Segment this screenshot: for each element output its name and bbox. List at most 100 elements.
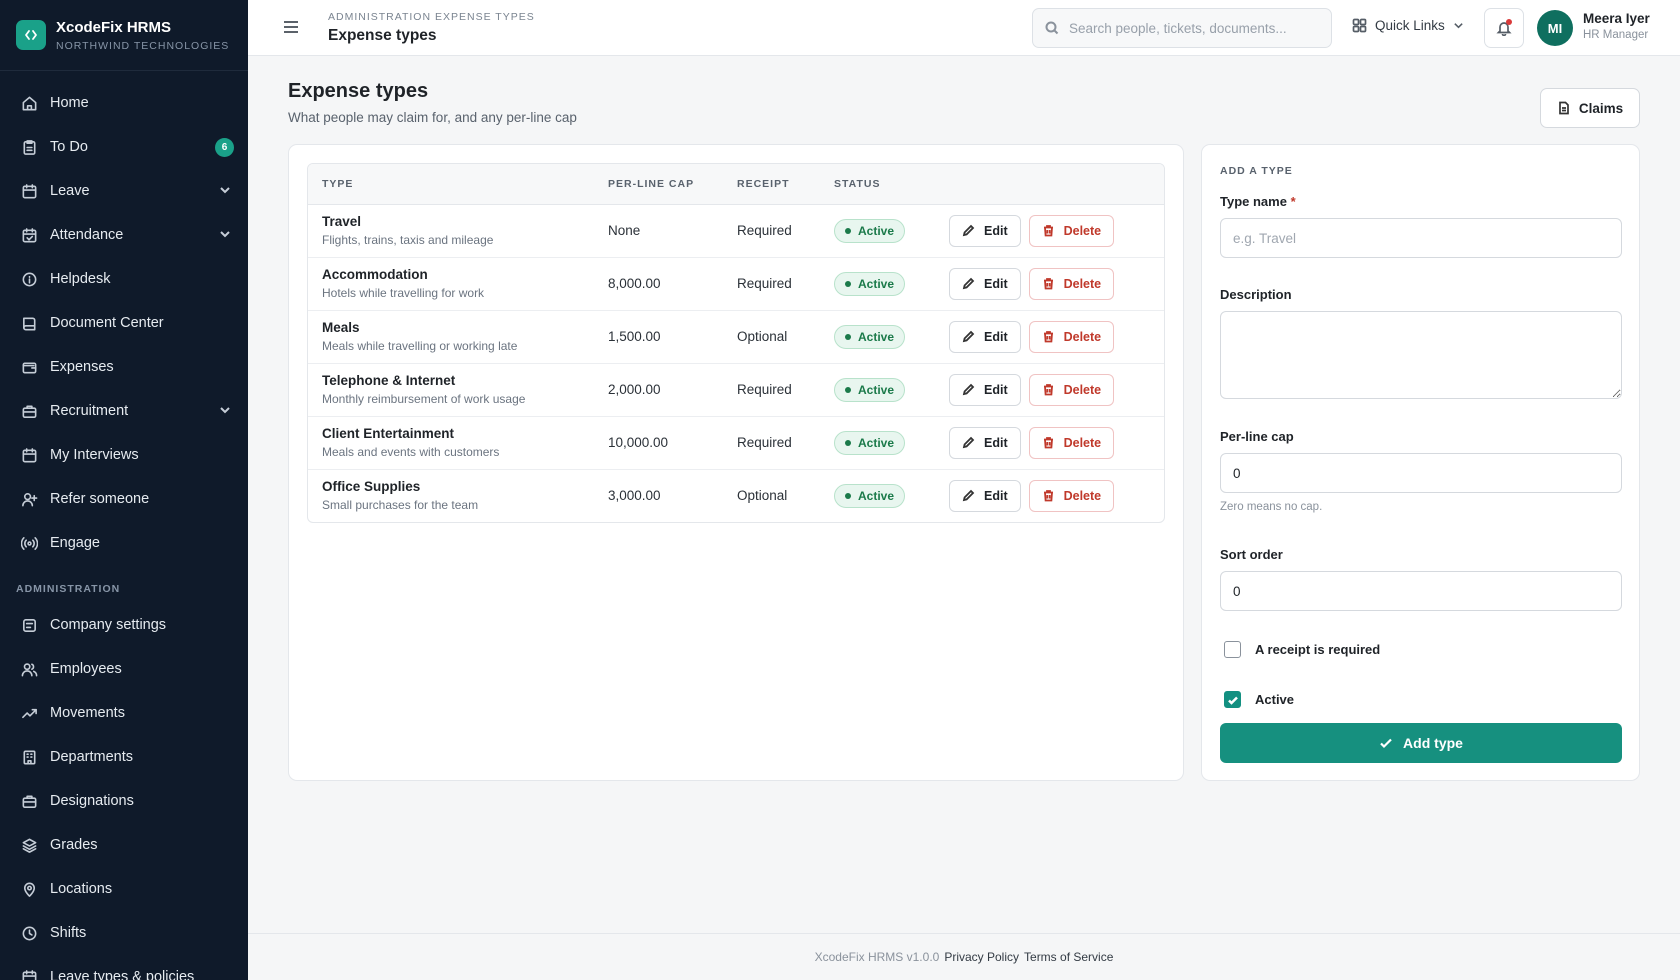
sidebar-item-company-settings[interactable]: Company settings xyxy=(0,603,248,647)
status-cell: Active xyxy=(820,204,935,258)
sidebar-item-helpdesk[interactable]: Helpdesk xyxy=(0,257,248,301)
table-row: Telephone & Internet Monthly reimbursemen… xyxy=(308,363,1164,417)
chevron-down-icon[interactable] xyxy=(218,183,232,197)
trash-icon xyxy=(1043,225,1053,237)
trash-icon xyxy=(1043,437,1053,449)
edit-label: Edit xyxy=(984,435,1008,450)
menu-toggle-icon[interactable] xyxy=(282,18,300,36)
status-cell: Active xyxy=(820,363,935,417)
status-dot xyxy=(845,333,851,340)
sort-order-input[interactable] xyxy=(1220,571,1622,611)
edit-button[interactable]: Edit xyxy=(949,373,1021,406)
todo-count-badge: 6 xyxy=(215,138,234,157)
briefcase-icon xyxy=(20,402,38,420)
sidebar-item-designations[interactable]: Designations xyxy=(0,779,248,823)
edit-button[interactable]: Edit xyxy=(949,267,1021,300)
chevron-down-icon[interactable] xyxy=(218,403,232,417)
sidebar-item-grades[interactable]: Grades xyxy=(0,823,248,867)
sidebar-item-label: Locations xyxy=(50,881,113,897)
description-label: Description xyxy=(1220,287,1292,302)
description-input[interactable] xyxy=(1220,311,1622,399)
sidebar-item-label: Leave xyxy=(50,183,90,199)
user-name[interactable]: Meera Iyer xyxy=(1583,11,1650,26)
table-header-row: TYPE PER-LINE CAP RECEIPT STATUS xyxy=(308,164,1164,205)
edit-label: Edit xyxy=(984,488,1008,503)
edit-label: Edit xyxy=(984,223,1008,238)
sidebar-item-shifts[interactable]: Shifts xyxy=(0,911,248,955)
sidebar-item-home[interactable]: Home xyxy=(0,81,248,125)
type-name-input[interactable] xyxy=(1220,218,1622,258)
global-search[interactable] xyxy=(1032,8,1332,48)
sidebar-item-leave-types-policies[interactable]: Leave types & policies xyxy=(0,955,248,980)
sidebar-item-employees[interactable]: Employees xyxy=(0,647,248,691)
sidebar-item-document-center[interactable]: Document Center xyxy=(0,301,248,345)
checkbox-checked[interactable] xyxy=(1224,691,1241,708)
footer-version: XcodeFix HRMS v1.0.0 xyxy=(814,950,940,964)
pencil-icon xyxy=(962,383,975,396)
edit-button[interactable]: Edit xyxy=(949,426,1021,459)
column-header-type: TYPE xyxy=(308,164,594,205)
chevron-down-icon[interactable] xyxy=(218,227,232,241)
edit-label: Edit xyxy=(984,382,1008,397)
sidebar-item-departments[interactable]: Departments xyxy=(0,735,248,779)
quick-links-button[interactable]: Quick Links xyxy=(1352,18,1464,33)
layers-icon xyxy=(20,836,38,854)
pin-icon xyxy=(20,880,38,898)
sidebar-item-leave[interactable]: Leave xyxy=(0,169,248,213)
sidebar-item-attendance[interactable]: Attendance xyxy=(0,213,248,257)
active-label: Active xyxy=(1255,692,1295,707)
pencil-icon xyxy=(962,330,975,343)
sidebar-item-recruitment[interactable]: Recruitment xyxy=(0,389,248,433)
notifications-button[interactable] xyxy=(1484,8,1524,48)
column-header-receipt: RECEIPT xyxy=(723,164,820,205)
pencil-icon xyxy=(962,277,975,290)
sidebar-item-locations[interactable]: Locations xyxy=(0,867,248,911)
sidebar-item-to-do[interactable]: To Do 6 xyxy=(0,125,248,169)
calendar-icon xyxy=(20,968,38,980)
delete-button[interactable]: Delete xyxy=(1028,426,1115,459)
avatar[interactable]: MI xyxy=(1537,10,1573,46)
sidebar-item-label: Departments xyxy=(50,749,134,765)
pencil-icon xyxy=(962,436,975,449)
topbar: ADMINISTRATION EXPENSE TYPES Expense typ… xyxy=(248,0,1680,56)
delete-button[interactable]: Delete xyxy=(1028,320,1115,353)
brand[interactable]: XcodeFix HRMS NORTHWIND TECHNOLOGIES xyxy=(0,0,248,71)
type-description: Meals and events with customers xyxy=(322,445,500,459)
actions-cell: Edit Delete xyxy=(935,469,1164,522)
topbar-title: Expense types xyxy=(328,27,437,44)
status-label: Active xyxy=(858,276,895,291)
trend-icon xyxy=(20,704,38,722)
delete-button[interactable]: Delete xyxy=(1028,479,1115,512)
delete-button[interactable]: Delete xyxy=(1028,214,1115,247)
delete-button[interactable]: Delete xyxy=(1028,373,1115,406)
search-input[interactable] xyxy=(1069,20,1319,36)
privacy-policy-link[interactable]: Privacy Policy xyxy=(944,950,1020,964)
cap-input[interactable] xyxy=(1220,453,1622,493)
add-type-button[interactable]: Add type xyxy=(1220,723,1622,763)
type-name: Accommodation xyxy=(322,267,428,282)
type-cell: Client Entertainment Meals and events wit… xyxy=(308,416,594,470)
receipt-required-label: A receipt is required xyxy=(1255,642,1381,657)
table-row: Travel Flights, trains, taxis and mileage… xyxy=(308,204,1164,258)
receipt-required-checkbox[interactable]: A receipt is required xyxy=(1224,641,1380,658)
delete-label: Delete xyxy=(1063,276,1102,291)
sidebar-item-engage[interactable]: Engage xyxy=(0,521,248,565)
status-label: Active xyxy=(858,435,895,450)
expense-types-table-wrapper: TYPE PER-LINE CAP RECEIPT STATUS Travel F… xyxy=(307,163,1165,523)
edit-button[interactable]: Edit xyxy=(949,320,1021,353)
sidebar-item-refer-someone[interactable]: Refer someone xyxy=(0,477,248,521)
sidebar-item-expenses[interactable]: Expenses xyxy=(0,345,248,389)
checkbox-unchecked[interactable] xyxy=(1224,641,1241,658)
edit-button[interactable]: Edit xyxy=(949,214,1021,247)
delete-button[interactable]: Delete xyxy=(1028,267,1115,300)
trash-icon xyxy=(1043,490,1053,502)
status-dot xyxy=(845,227,851,234)
calendar-check-icon xyxy=(20,226,38,244)
terms-link[interactable]: Terms of Service xyxy=(1024,950,1114,964)
actions-cell: Edit Delete xyxy=(935,416,1164,470)
claims-button[interactable]: Claims xyxy=(1540,88,1640,128)
edit-button[interactable]: Edit xyxy=(949,479,1021,512)
sidebar-item-my-interviews[interactable]: My Interviews xyxy=(0,433,248,477)
sidebar-item-movements[interactable]: Movements xyxy=(0,691,248,735)
active-checkbox[interactable]: Active xyxy=(1224,691,1294,708)
